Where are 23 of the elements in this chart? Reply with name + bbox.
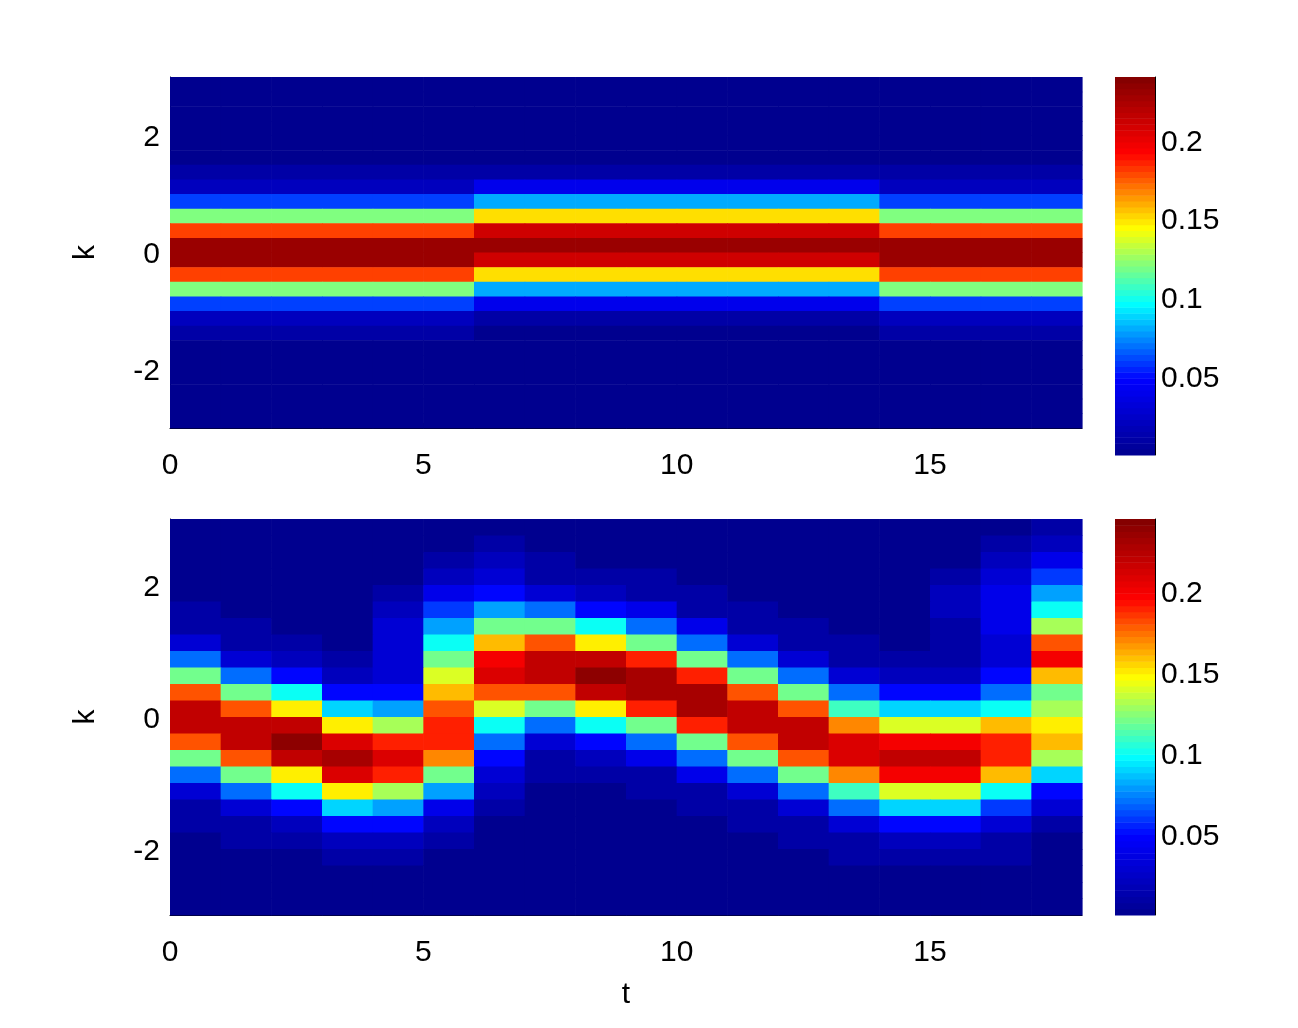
color-bar-label: 0.15	[1161, 202, 1220, 236]
color-bar-label: 0.05	[1161, 817, 1220, 851]
x-tick-label: 15	[913, 933, 947, 967]
x-tick-label: 10	[659, 933, 694, 967]
color-bar-label: 0.05	[1161, 359, 1220, 393]
color-bar-label: 0.2	[1161, 123, 1203, 157]
x-tick-label: 5	[414, 446, 432, 480]
color-bar-label: 0.2	[1161, 575, 1203, 609]
x-axis-title: t	[621, 975, 631, 1009]
y-tick-label: 2	[143, 568, 160, 602]
y-tick-label: 0	[143, 236, 160, 269]
x-tick-label: 5	[414, 933, 432, 967]
color-bar-label: 0.15	[1161, 656, 1220, 690]
color-bar-label: 0.1	[1161, 736, 1203, 770]
y-tick-label: 2	[143, 119, 160, 152]
y-tick-label: -2	[133, 353, 160, 386]
y-axis-title: k	[66, 708, 100, 725]
x-tick-label: 10	[659, 446, 694, 480]
color-bar-label: 0.1	[1161, 281, 1203, 314]
y-axis-title: k	[66, 244, 100, 260]
y-tick-label: -2	[133, 832, 160, 866]
x-tick-label: 15	[913, 446, 947, 480]
y-tick-label: 0	[143, 700, 160, 734]
